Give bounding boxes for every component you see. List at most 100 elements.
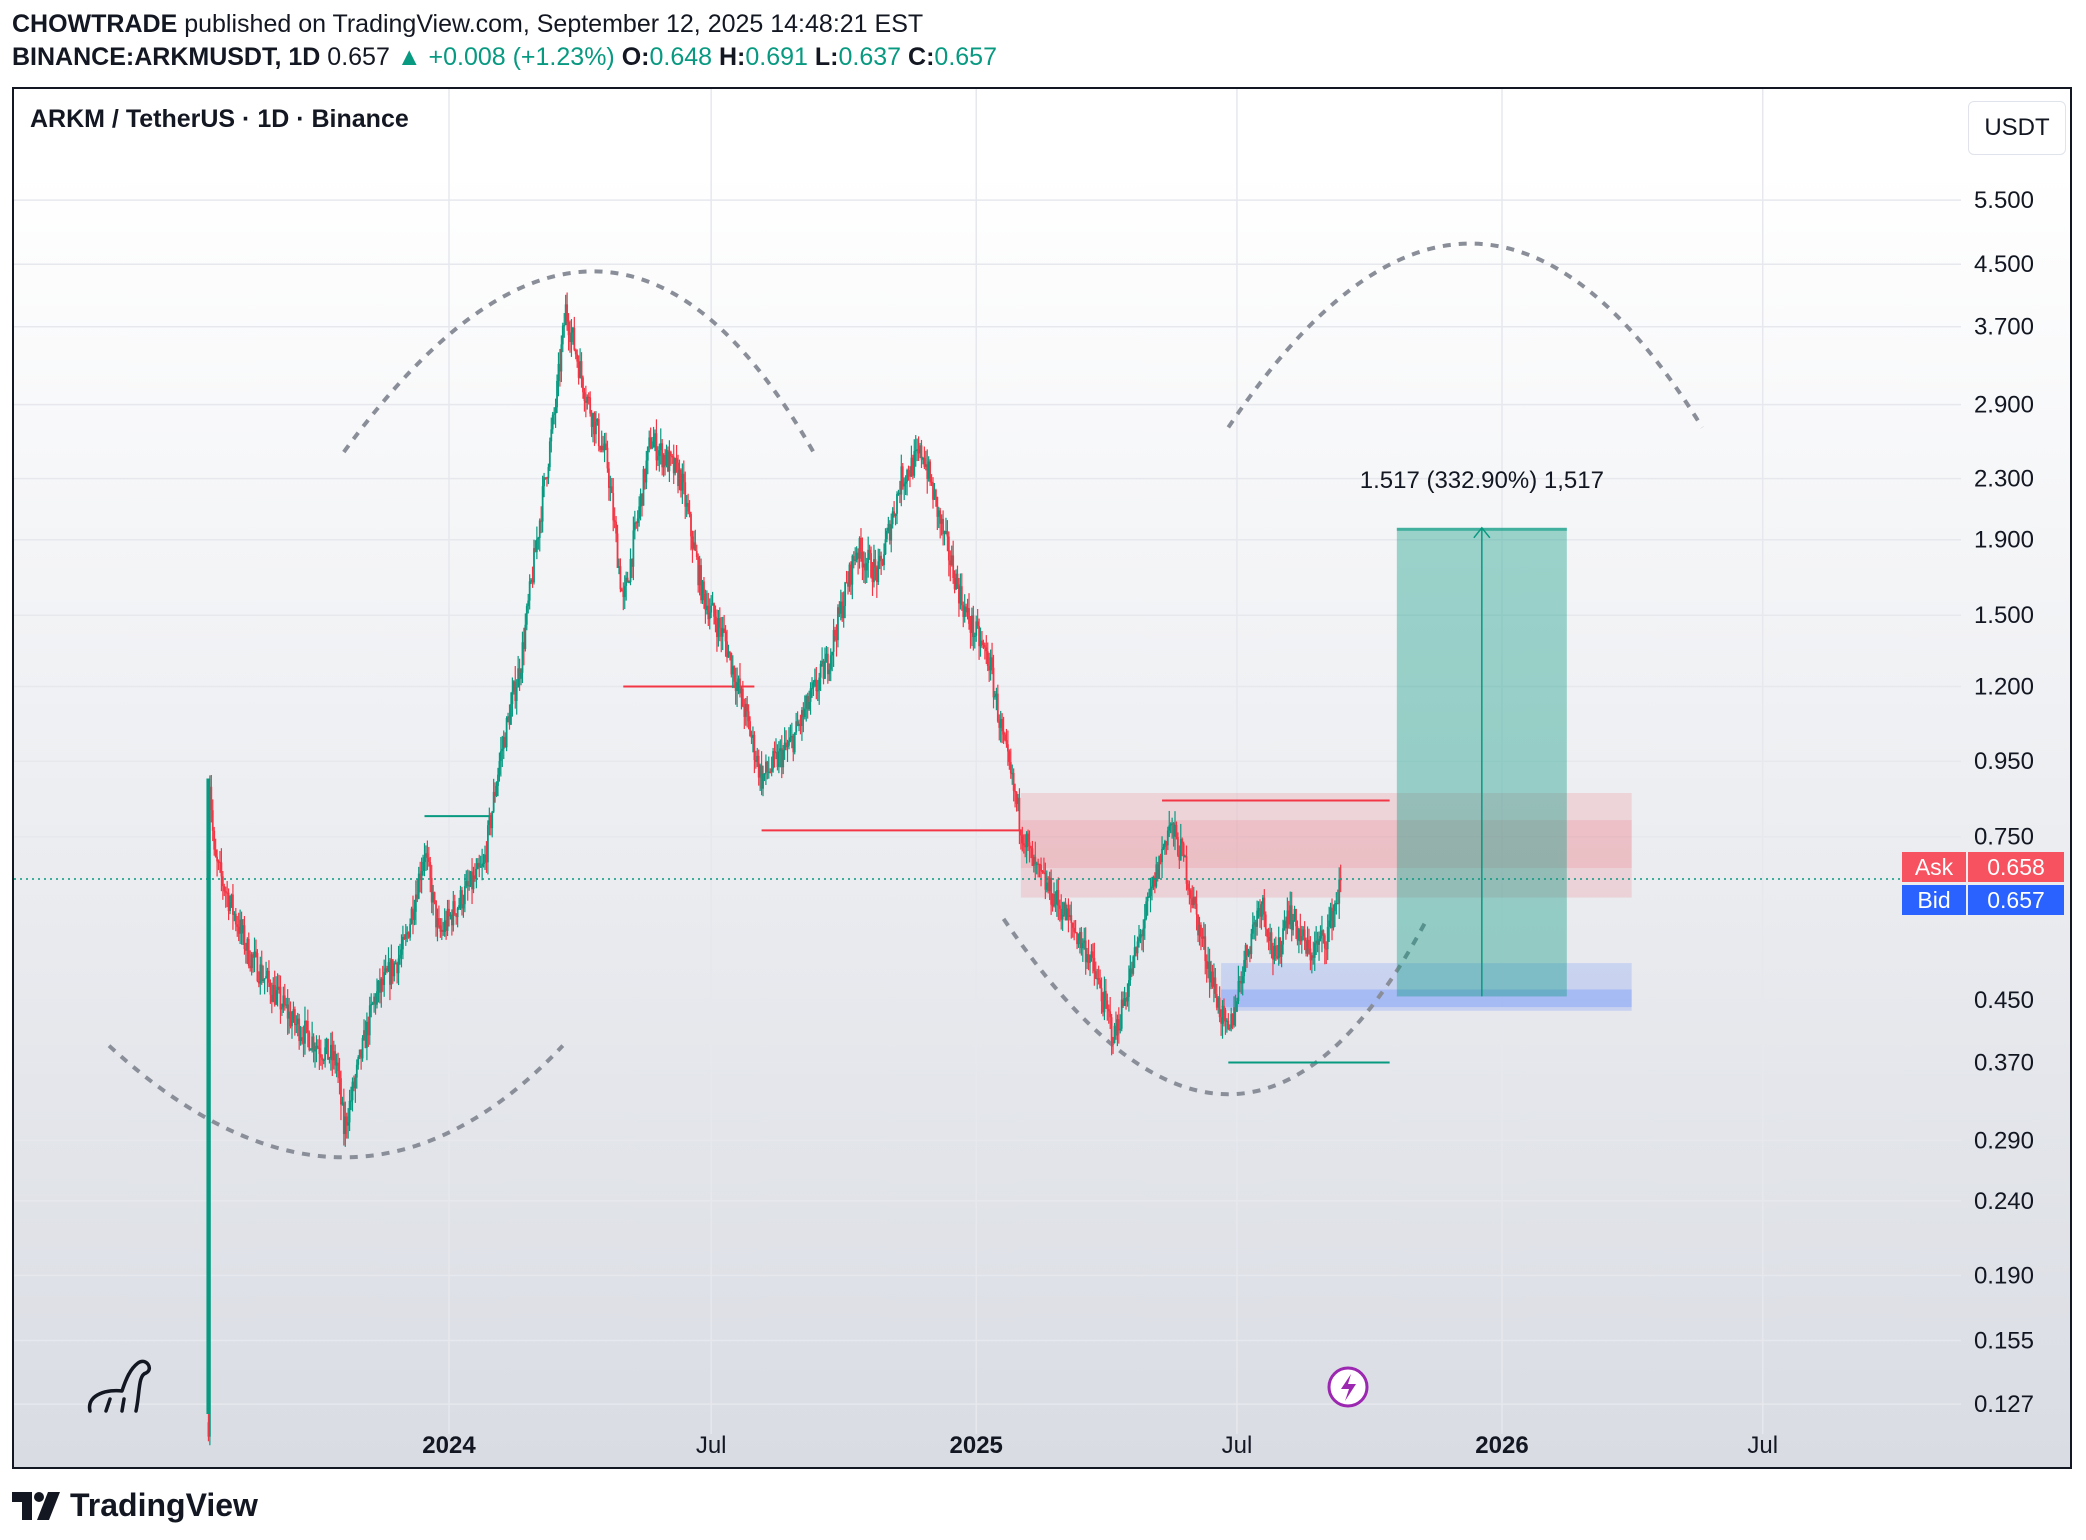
candle-body	[606, 447, 609, 469]
candle-body	[389, 962, 391, 985]
candle-body	[407, 932, 410, 938]
candle-body	[1223, 1005, 1225, 1011]
candle-body	[1266, 929, 1269, 937]
candle-body	[492, 791, 495, 812]
chart-frame[interactable]: 1.517 (332.90%) 1,517 5.500 4.500 3.700 2.9…	[12, 87, 2072, 1469]
candle-body	[953, 578, 956, 590]
candle-body	[641, 493, 643, 506]
candle-body	[367, 1021, 370, 1036]
candle-body	[406, 932, 409, 935]
candle-body	[242, 925, 244, 934]
candle-body	[276, 986, 279, 991]
y-tick-label: 0.950	[1974, 748, 2034, 775]
candle-body	[922, 458, 924, 460]
candle-body	[907, 469, 910, 476]
candle-body	[968, 608, 970, 624]
candle-body	[705, 605, 708, 611]
candle-body	[838, 607, 841, 614]
candle-body	[1058, 905, 1061, 909]
candle-body	[217, 861, 220, 863]
candle-body	[633, 522, 636, 531]
candle-body	[291, 1019, 293, 1027]
tradingview-footer[interactable]: TradingView	[12, 1487, 258, 1524]
candle-body	[521, 642, 524, 673]
candle-body	[347, 1122, 350, 1126]
candle-body	[661, 443, 664, 468]
candle-body	[306, 1020, 309, 1033]
open-label: O:	[621, 43, 650, 71]
candle-body	[278, 986, 280, 988]
candle-body	[1227, 1020, 1230, 1029]
candle-body	[1067, 908, 1070, 917]
candle-body	[1050, 877, 1053, 905]
chart-header: CHOWTRADE published on TradingView.com, …	[12, 8, 997, 74]
candle-body	[304, 1020, 306, 1044]
candle-body	[726, 641, 728, 658]
candle-body	[609, 486, 612, 488]
candle-body	[571, 327, 574, 333]
candle-body	[301, 1037, 303, 1039]
candle-body	[1197, 914, 1199, 936]
candle-body	[812, 682, 815, 689]
candle-body	[1025, 833, 1028, 848]
candle-body	[1184, 856, 1186, 858]
candle-body	[275, 990, 278, 1005]
candle-body	[311, 1036, 314, 1050]
candle-body	[527, 600, 530, 606]
candle-body	[1306, 939, 1309, 954]
candle-body	[1077, 940, 1080, 945]
candle-body	[694, 542, 697, 552]
candle-body	[1130, 968, 1133, 974]
candle-body	[363, 1030, 365, 1038]
candle-body	[1205, 961, 1208, 969]
candle-body	[1299, 929, 1302, 942]
candle-body	[1009, 762, 1012, 774]
candle-body	[600, 445, 603, 450]
candle-body	[234, 913, 237, 925]
candle-body	[765, 761, 767, 774]
candle-body	[1089, 957, 1091, 963]
y-tick-label: 0.290	[1974, 1127, 2034, 1154]
candle-body	[445, 920, 448, 931]
candle-body	[708, 612, 711, 620]
candle-body	[1112, 1040, 1114, 1044]
currency-button[interactable]: USDT	[1968, 101, 2066, 155]
candle-body	[510, 704, 512, 725]
candle-body	[945, 530, 947, 533]
candle-body	[360, 1049, 363, 1059]
candle-body	[292, 1009, 295, 1020]
candle-body	[809, 688, 812, 702]
candle-body	[443, 920, 446, 932]
candle-body	[453, 901, 456, 914]
publisher-name[interactable]: CHOWTRADE	[12, 10, 178, 38]
candle-body	[579, 361, 581, 378]
candle-body	[432, 892, 435, 903]
candle-body	[1054, 894, 1057, 905]
candle-body	[249, 965, 252, 969]
candle-body	[279, 986, 282, 1010]
candle-body	[409, 923, 412, 938]
candle-body	[721, 628, 724, 637]
candle-body	[1047, 882, 1050, 892]
candle-body	[674, 458, 677, 474]
candle-body	[596, 419, 599, 422]
candle-body	[878, 555, 881, 562]
candle-body	[498, 761, 501, 775]
candle-body	[714, 616, 717, 625]
candle-body	[766, 761, 769, 772]
candle-body	[1106, 1000, 1109, 1010]
candle-body	[482, 862, 485, 865]
candle-body	[1132, 956, 1135, 974]
candle-body	[1179, 839, 1182, 861]
candle-body	[913, 451, 916, 476]
candle-body	[1063, 902, 1065, 915]
candle-body	[792, 735, 795, 753]
candle-body	[449, 914, 452, 917]
candle-body	[1051, 904, 1054, 907]
candle-body	[947, 536, 950, 561]
candle-body	[672, 456, 675, 474]
x-tick-label: 2026	[1475, 1432, 1528, 1459]
candle-body	[894, 513, 897, 517]
candle-body	[1315, 940, 1318, 944]
chart-canvas[interactable]: 1.517 (332.90%) 1,517 5.500 4.500 3.700 2.9…	[14, 89, 2070, 1467]
